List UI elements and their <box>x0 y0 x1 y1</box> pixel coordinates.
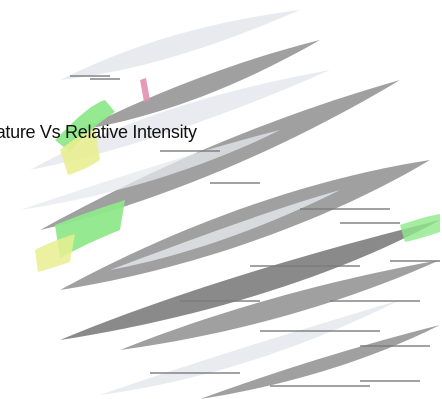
surface-streak-11 <box>360 345 430 347</box>
surface-band-11 <box>200 325 440 399</box>
accent-yellow-1 <box>60 128 100 175</box>
surface-streak-8 <box>180 300 260 302</box>
surface-streak-3 <box>160 150 220 152</box>
surface-band-8 <box>60 220 440 340</box>
surface-band-2 <box>80 40 320 130</box>
surface-streak-2 <box>90 78 120 80</box>
surface-streak-1 <box>70 75 110 77</box>
surface-band-1 <box>60 10 300 80</box>
surface-streak-10 <box>260 330 380 332</box>
accent-green-3 <box>400 214 440 242</box>
surface-streak-13 <box>270 385 370 387</box>
surface-band-3 <box>30 70 330 170</box>
surface-accents <box>35 78 440 272</box>
chart-title: rature Vs Relative Intensity <box>0 122 197 142</box>
surface-streak-9 <box>330 300 420 302</box>
accent-yellow-2 <box>35 234 75 272</box>
surface-band-7 <box>110 190 340 270</box>
surface-streak-14 <box>360 380 420 382</box>
accent-pink-1 <box>140 78 150 102</box>
surface-band-9 <box>120 260 440 350</box>
surface-streak-12 <box>150 372 240 374</box>
surface-streak-4 <box>210 182 260 184</box>
surface-streak-6 <box>340 222 400 224</box>
surface-bands <box>20 10 440 399</box>
surface-streaks <box>70 75 440 387</box>
surface-band-10 <box>100 300 400 395</box>
accent-green-1 <box>55 100 115 152</box>
surface-streak-7 <box>250 265 360 267</box>
surface-streak-5 <box>300 208 390 210</box>
surface-streak-15 <box>390 260 440 262</box>
